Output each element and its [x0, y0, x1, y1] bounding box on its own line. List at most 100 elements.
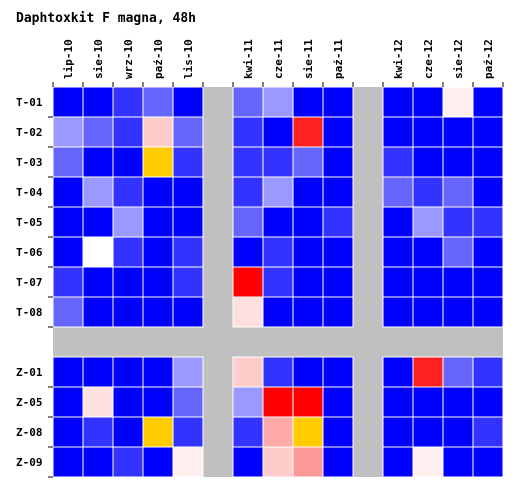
heatmap-cell [142, 356, 174, 388]
heatmap-cell [82, 296, 114, 328]
heatmap-cell [472, 236, 504, 268]
heatmap-cell [142, 446, 174, 478]
heatmap-cell [412, 86, 444, 118]
column-label: sie-12 [452, 39, 465, 79]
column-label: paź-12 [482, 39, 495, 79]
heatmap-cell [472, 206, 504, 238]
heatmap-cell [442, 386, 474, 418]
heatmap-cell [172, 266, 204, 298]
heatmap-cell [382, 386, 414, 418]
heatmap-cell [172, 146, 204, 178]
heatmap-cell [232, 446, 264, 478]
row-labels: T-01 T-02 T-03 T-04 T-05 T-06 T-07 T-08 Z-01 Z-05… [16, 96, 43, 469]
heatmap-cell [142, 176, 174, 208]
heatmap-cell [442, 236, 474, 268]
heatmap-cell [82, 236, 114, 268]
group-separators [53, 87, 503, 477]
row-label: Z-05 [16, 396, 43, 409]
heatmap-cell [382, 116, 414, 148]
heatmap-cell [82, 356, 114, 388]
heatmap-cell [292, 266, 324, 298]
heatmap-cell [322, 116, 354, 148]
heatmap-cell [262, 86, 294, 118]
heatmap-cell [262, 146, 294, 178]
column-label: kwi-12 [392, 39, 405, 79]
heatmap-cell [232, 296, 264, 328]
column-label: paź-11 [332, 39, 345, 79]
heatmap-cell [112, 86, 144, 118]
heatmap-cell [382, 176, 414, 208]
column-label: sie-10 [92, 39, 105, 79]
heatmap-cell [262, 416, 294, 448]
heatmap-cell [142, 206, 174, 238]
heatmap-cell [172, 116, 204, 148]
heatmap-cell [82, 416, 114, 448]
row-label: Z-01 [16, 366, 43, 379]
column-group-gap [353, 87, 383, 477]
heatmap-cell [82, 86, 114, 118]
heatmap-cell [262, 236, 294, 268]
heatmap-cell [322, 176, 354, 208]
heatmap-cell [142, 386, 174, 418]
heatmap-cell [292, 146, 324, 178]
heatmap-cell [412, 116, 444, 148]
column-label: cze-11 [272, 39, 285, 79]
heatmap-cell [142, 86, 174, 118]
heatmap-cell [82, 176, 114, 208]
heatmap-cell [472, 116, 504, 148]
chart-title: Daphtoxkit F magna, 48h [16, 11, 196, 26]
row-label: T-07 [16, 276, 43, 289]
column-label: lis-10 [182, 39, 195, 79]
heatmap-cell [52, 266, 84, 298]
heatmap-cell [232, 176, 264, 208]
heatmap-cell [442, 86, 474, 118]
heatmap-cell [442, 446, 474, 478]
heatmap-cell [172, 86, 204, 118]
heatmap-cell [82, 116, 114, 148]
heatmap-cell [142, 296, 174, 328]
heatmap-cell [112, 176, 144, 208]
heatmap-cell [442, 116, 474, 148]
heatmap-cell [472, 176, 504, 208]
heatmap-cell [322, 206, 354, 238]
column-label: wrz-10 [122, 39, 135, 79]
row-group-gap [53, 327, 503, 357]
row-label: T-01 [16, 96, 43, 109]
heatmap-cell [472, 416, 504, 448]
heatmap-cell [262, 446, 294, 478]
heatmap-cell [322, 446, 354, 478]
heatmap-cell [52, 416, 84, 448]
heatmap-cell [52, 86, 84, 118]
heatmap-cell [322, 296, 354, 328]
heatmap-cell [232, 416, 264, 448]
heatmap-cell [142, 416, 174, 448]
heatmap-cell [442, 176, 474, 208]
heatmap-cell [82, 146, 114, 178]
heatmap-cell [112, 266, 144, 298]
heatmap-cell [262, 176, 294, 208]
heatmap-cell [112, 386, 144, 418]
column-label: paź-10 [152, 39, 165, 79]
heatmap-cell [172, 356, 204, 388]
heatmap-cell [382, 146, 414, 178]
heatmap-cell [232, 266, 264, 298]
heatmap-cell [262, 206, 294, 238]
heatmap-cell [172, 176, 204, 208]
tick-marks [48, 82, 504, 478]
heatmap-cell [232, 386, 264, 418]
heatmap-cell [412, 416, 444, 448]
heatmap-cell [112, 356, 144, 388]
heatmap-cell [172, 386, 204, 418]
heatmap-cell [442, 296, 474, 328]
heatmap-cell [52, 356, 84, 388]
heatmap-cell [442, 146, 474, 178]
heatmap-cell [442, 266, 474, 298]
heatmap-cell [322, 86, 354, 118]
heatmap-cell [382, 266, 414, 298]
heatmap-cell [412, 146, 444, 178]
heatmap-cell [232, 146, 264, 178]
heatmap-cell [112, 446, 144, 478]
heatmap-cell [322, 236, 354, 268]
heatmap-cell [232, 236, 264, 268]
